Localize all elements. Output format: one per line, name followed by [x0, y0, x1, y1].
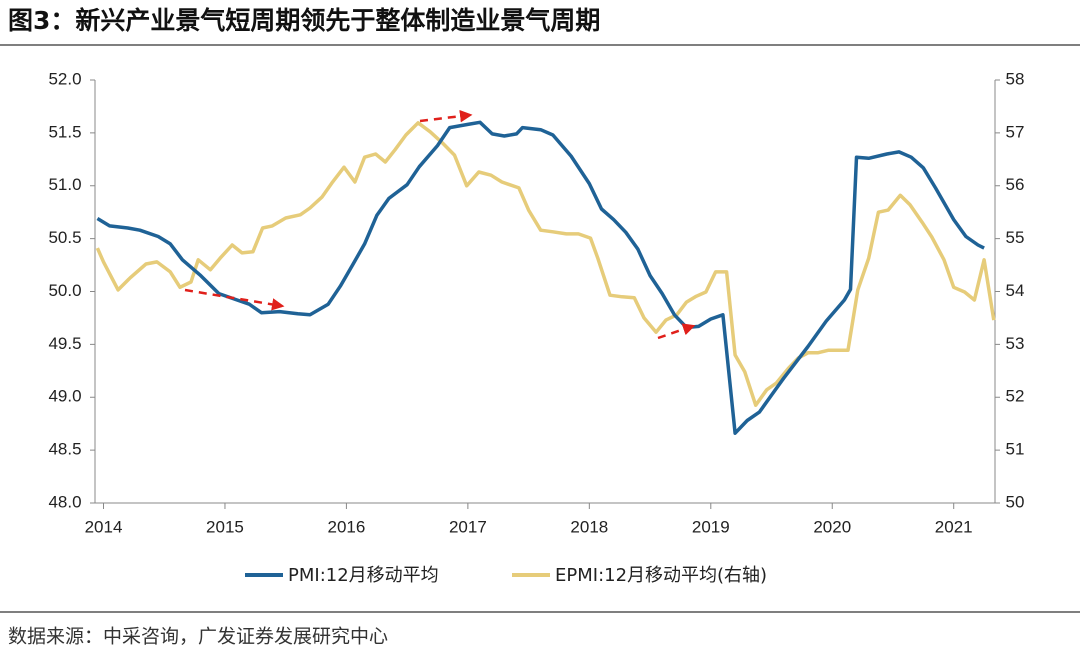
- y-tick-label: 51.5: [48, 122, 81, 141]
- x-tick-label: 2017: [449, 517, 487, 536]
- y2-tick-label: 50: [1006, 492, 1025, 511]
- x-tick-label: 2016: [328, 517, 366, 536]
- y2-tick-label: 58: [1006, 69, 1025, 88]
- series-line: [95, 121, 996, 407]
- y2-tick-label: 56: [1006, 175, 1025, 194]
- y-tick-label: 49.0: [48, 387, 81, 406]
- x-tick-label: 2019: [692, 517, 730, 536]
- lead-arrow: [657, 323, 696, 340]
- series-line: [96, 120, 985, 435]
- y-tick-label: 51.0: [48, 175, 81, 194]
- lead-arrow: [184, 288, 285, 311]
- y2-tick-label: 52: [1006, 387, 1025, 406]
- legend-label: EPMI:12月移动平均(右轴): [555, 565, 767, 586]
- y-tick-label: 48.0: [48, 492, 81, 511]
- x-tick-label: 2020: [813, 517, 851, 536]
- y2-tick-label: 54: [1006, 281, 1025, 300]
- legend-label: PMI:12月移动平均: [288, 565, 439, 586]
- lead-arrow: [419, 109, 473, 123]
- y-tick-label: 50.0: [48, 281, 81, 300]
- x-tick-label: 2018: [570, 517, 608, 536]
- y-tick-label: 49.5: [48, 334, 81, 353]
- y2-tick-label: 53: [1006, 334, 1025, 353]
- y2-tick-label: 51: [1006, 440, 1025, 459]
- y-tick-label: 50.5: [48, 228, 81, 247]
- y-tick-label: 48.5: [48, 440, 81, 459]
- x-tick-label: 2021: [935, 517, 973, 536]
- chart-title: 图3：新兴产业景气短周期领先于整体制造业景气周期: [8, 6, 600, 35]
- source: 数据来源：中采咨询，广发证券发展研究中心: [8, 626, 388, 648]
- plot: 48.0 48.5 49.0 49.5 50.0 50.5 51.0 51.5 52.0 50 51…: [48, 69, 1024, 536]
- x-tick-label: 2015: [206, 517, 244, 536]
- y-tick-label: 52.0: [48, 69, 81, 88]
- y2-tick-label: 55: [1006, 228, 1025, 247]
- x-tick-label: 2014: [85, 517, 123, 536]
- y2-tick-label: 57: [1006, 122, 1025, 141]
- annotations: [184, 109, 696, 340]
